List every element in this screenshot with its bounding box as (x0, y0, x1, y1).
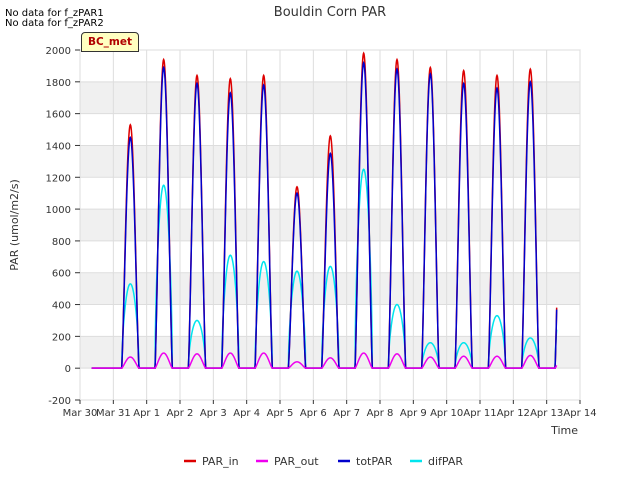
x-tick-label: Apr 1 (133, 408, 160, 419)
x-tick-label: Mar 30 (63, 408, 98, 419)
x-tick-label: Apr 8 (367, 408, 394, 419)
legend-label: PAR_out (274, 455, 319, 468)
series-lines (91, 51, 558, 369)
x-tick-label: Apr 14 (563, 408, 596, 419)
grid-band (80, 81, 580, 114)
x-tick-label: Apr 12 (497, 408, 530, 419)
grid-band (80, 209, 580, 241)
x-tick-label: Apr 11 (463, 408, 496, 419)
legend: PAR_in PAR_out totPAR difPAR (184, 455, 463, 468)
grid-bands (80, 81, 580, 369)
y-tick-label: 2000 (46, 46, 71, 57)
y-tick-label: 1800 (46, 78, 71, 89)
y-tick-label: 1400 (46, 141, 71, 152)
y-tick-label: 200 (52, 332, 71, 343)
y-axis-label: PAR (umol/m2/s) (8, 179, 21, 271)
y-axis-ticks: -200 0 200 400 600 800 1000 1200 1400 1600 1800 200… (46, 46, 80, 407)
x-axis-label: Time (550, 424, 578, 437)
gridlines (79, 49, 581, 401)
y-tick-label: 0 (65, 364, 71, 375)
x-tick-label: Apr 3 (200, 408, 227, 419)
grid-band (80, 272, 580, 305)
y-tick-label: 1000 (46, 205, 71, 216)
x-tick-label: Apr 5 (267, 408, 294, 419)
series-line-par-out (91, 352, 558, 369)
chart-title: Bouldin Corn PAR (274, 5, 386, 20)
y-tick-label: 600 (52, 269, 71, 280)
x-tick-label: Apr 9 (400, 408, 427, 419)
grid-band (80, 336, 580, 369)
legend-label: PAR_in (202, 455, 239, 468)
y-tick-label: 1200 (46, 173, 71, 184)
site-badge: BC_met (81, 32, 139, 52)
legend-label: difPAR (428, 455, 463, 468)
y-tick-label: -200 (48, 396, 71, 407)
x-tick-label: Apr 6 (300, 408, 327, 419)
x-tick-label: Apr 2 (167, 408, 194, 419)
x-tick-label: Apr 13 (530, 408, 563, 419)
y-tick-label: 400 (52, 301, 71, 312)
y-tick-label: 800 (52, 237, 71, 248)
no-data-note-1: No data for f_zPAR1 (5, 8, 104, 19)
x-tick-label: Apr 7 (333, 408, 360, 419)
legend-label: totPAR (356, 455, 393, 468)
x-tick-label: Apr 10 (430, 408, 463, 419)
y-tick-label: 1600 (46, 110, 71, 121)
grid-band (80, 145, 580, 178)
x-tick-label: Apr 4 (233, 408, 260, 419)
no-data-note-2: No data for f_zPAR2 (5, 18, 104, 29)
x-tick-label: Mar 31 (96, 408, 131, 419)
